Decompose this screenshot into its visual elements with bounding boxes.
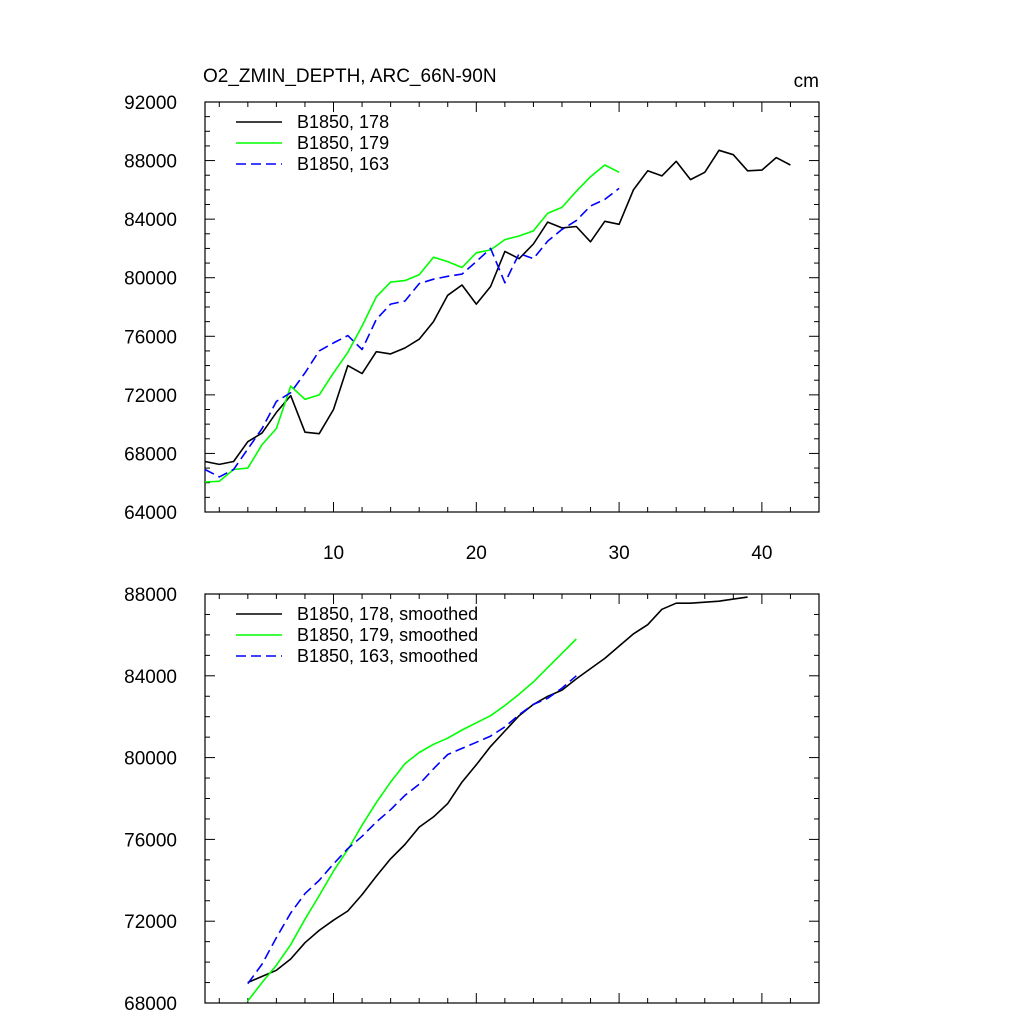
series-line-0 [247,596,748,984]
series-line-1 [204,164,620,483]
y-tick-label: 72000 [124,386,177,407]
y-tick-label: 72000 [124,912,177,933]
legend-label-0: B1850, 178 [297,112,389,132]
bottom-chart-panel: 68000 72000 76000 80000 84000 88000 B1850, 178… [124,585,820,1015]
y-tick-label: 80000 [124,749,177,770]
y-tick-label: 68000 [124,994,177,1015]
x-tick-label: 40 [751,543,772,564]
x-tick-label: 30 [609,543,630,564]
series-line-0 [204,149,791,466]
x-tick-label: 10 [323,543,344,564]
y-tick-label: 84000 [124,210,177,231]
legend-label-0: B1850, 178, smoothed [297,604,478,624]
legend-label-2: B1850, 163 [297,154,389,174]
y-tick-label: 92000 [124,93,177,114]
legend-label-2: B1850, 163, smoothed [297,646,478,666]
y-tick-label: 80000 [124,269,177,290]
y-tick-label: 88000 [124,585,177,606]
series-line-2 [247,675,577,985]
top-chart-panel: O2_ZMIN_DEPTH, ARC_66N-90N cm 64000 68000… [124,66,820,564]
chart-title: O2_ZMIN_DEPTH, ARC_66N-90N [203,66,497,87]
y-tick-label: 84000 [124,667,177,688]
series-line-1 [247,638,577,1002]
y-tick-label: 76000 [124,830,177,851]
x-tick-label: 20 [466,543,487,564]
y-tick-label: 88000 [124,152,177,173]
y-tick-label: 68000 [124,444,177,465]
y-tick-label: 64000 [124,503,177,524]
legend-label-1: B1850, 179 [297,133,389,153]
series-line-2 [204,187,620,478]
y-tick-label: 76000 [124,327,177,348]
units-label: cm [794,71,819,92]
legend-label-1: B1850, 179, smoothed [297,625,478,645]
